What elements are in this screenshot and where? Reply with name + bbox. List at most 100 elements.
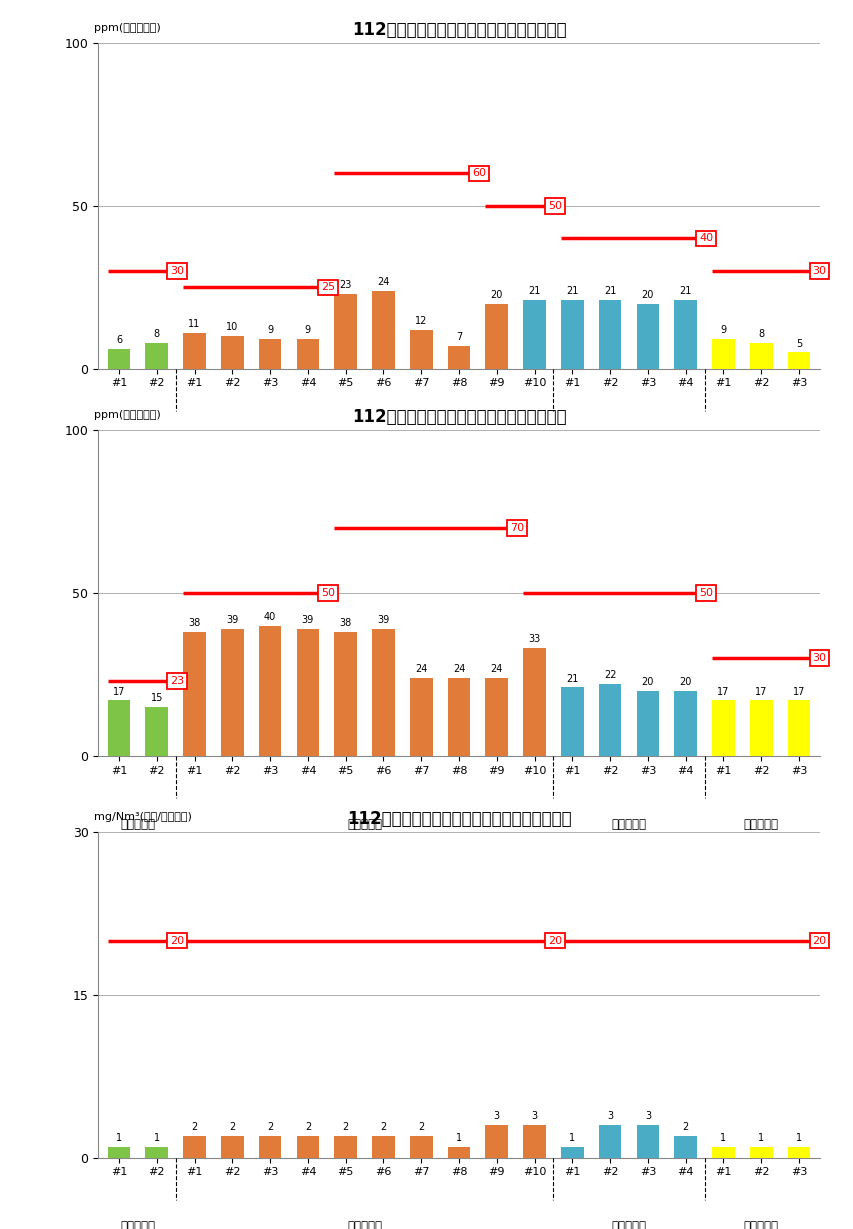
Text: 3: 3 [493, 1111, 499, 1121]
Text: 林口發電廠: 林口發電廠 [743, 1219, 778, 1229]
Text: 3: 3 [531, 1111, 537, 1121]
Text: 1: 1 [757, 1133, 763, 1143]
Text: 21: 21 [566, 673, 577, 683]
Text: 9: 9 [267, 326, 273, 336]
Text: 30: 30 [811, 265, 826, 277]
Bar [258, 1136, 281, 1158]
Text: 17: 17 [754, 687, 767, 697]
Text: 6: 6 [116, 336, 122, 345]
Text: 12: 12 [415, 316, 427, 326]
Bar [523, 649, 545, 756]
Text: 10: 10 [226, 322, 238, 332]
Text: 50: 50 [321, 587, 334, 599]
Text: 9: 9 [305, 326, 310, 336]
Bar [447, 677, 470, 756]
Bar [296, 629, 319, 756]
Text: 21: 21 [528, 286, 540, 296]
Text: 2: 2 [682, 1122, 688, 1132]
Bar [409, 677, 432, 756]
Text: 大林發電廠: 大林發電廠 [120, 1219, 155, 1229]
Text: ppm(百萬分之一): ppm(百萬分之一) [94, 23, 160, 33]
Text: 17: 17 [792, 687, 804, 697]
Text: 大林發電廠: 大林發電廠 [120, 430, 155, 444]
Bar [786, 1147, 809, 1158]
Bar [258, 626, 281, 756]
Bar [598, 300, 621, 369]
Bar [221, 629, 243, 756]
Text: 11: 11 [189, 320, 200, 329]
Bar [523, 300, 545, 369]
Text: 24: 24 [415, 664, 427, 673]
Text: 40: 40 [698, 234, 712, 243]
Text: 39: 39 [301, 614, 314, 624]
Text: 5: 5 [795, 338, 801, 349]
Text: 1: 1 [795, 1133, 801, 1143]
Bar [334, 1136, 357, 1158]
Text: 17: 17 [113, 687, 125, 697]
Bar [635, 304, 659, 369]
Text: mg/Nm³(毫克/立方公尺): mg/Nm³(毫克/立方公尺) [94, 812, 192, 822]
Text: 25: 25 [321, 283, 335, 293]
Text: 38: 38 [339, 618, 351, 628]
Text: 20: 20 [679, 677, 691, 687]
Text: 興達發電廠: 興達發電廠 [611, 1219, 646, 1229]
Text: 70: 70 [509, 522, 524, 533]
Bar [560, 300, 583, 369]
Bar [674, 300, 696, 369]
Text: 30: 30 [811, 653, 826, 664]
Bar [183, 333, 206, 369]
Bar [372, 629, 394, 756]
Text: 2: 2 [305, 1122, 310, 1132]
Text: 23: 23 [170, 676, 184, 686]
Bar [711, 339, 734, 369]
Text: 2: 2 [342, 1122, 348, 1132]
Bar [409, 1136, 432, 1158]
Bar [598, 685, 621, 756]
Text: 機組: 機組 [804, 853, 819, 866]
Text: 台中發電廠: 台中發電廠 [346, 430, 381, 444]
Title: 112年燃營電廠各機組粒狀污染物平均排放濃度: 112年燃營電廠各機組粒狀污染物平均排放濃度 [346, 810, 571, 827]
Text: 3: 3 [606, 1111, 612, 1121]
Bar [749, 343, 772, 369]
Bar [598, 1126, 621, 1158]
Text: 8: 8 [154, 328, 160, 339]
Text: 21: 21 [566, 286, 577, 296]
Bar [296, 339, 319, 369]
Text: ppm(百萬分之一): ppm(百萬分之一) [94, 410, 160, 420]
Bar [258, 339, 281, 369]
Text: 22: 22 [603, 670, 616, 681]
Bar [749, 701, 772, 756]
Title: 112年燃營電廠各機組氮氧化物平均排放濃度: 112年燃營電廠各機組氮氧化物平均排放濃度 [351, 408, 566, 425]
Text: 2: 2 [229, 1122, 235, 1132]
Text: 興達發電廠: 興達發電廠 [611, 817, 646, 831]
Text: 3: 3 [644, 1111, 650, 1121]
Bar [523, 1126, 545, 1158]
Bar [296, 1136, 319, 1158]
Bar [560, 687, 583, 756]
Text: 39: 39 [377, 614, 389, 624]
Text: 大林發電廠: 大林發電廠 [120, 817, 155, 831]
Bar [221, 337, 243, 369]
Bar [447, 1147, 470, 1158]
Bar [786, 353, 809, 369]
Text: 50: 50 [698, 587, 712, 599]
Text: 38: 38 [189, 618, 200, 628]
Text: 20: 20 [170, 935, 184, 945]
Text: 台中發電廠: 台中發電廠 [346, 817, 381, 831]
Text: 2: 2 [267, 1122, 273, 1132]
Text: 24: 24 [452, 664, 465, 673]
Text: 1: 1 [116, 1133, 122, 1143]
Bar [221, 1136, 243, 1158]
Text: 2: 2 [418, 1122, 424, 1132]
Text: 1: 1 [569, 1133, 575, 1143]
Bar [711, 701, 734, 756]
Text: 2: 2 [191, 1122, 197, 1132]
Bar [145, 707, 168, 756]
Bar [183, 1136, 206, 1158]
Bar [485, 304, 508, 369]
Bar [635, 691, 659, 756]
Bar [749, 1147, 772, 1158]
Text: 24: 24 [377, 277, 389, 286]
Text: 23: 23 [339, 280, 351, 290]
Text: 50: 50 [547, 200, 561, 211]
